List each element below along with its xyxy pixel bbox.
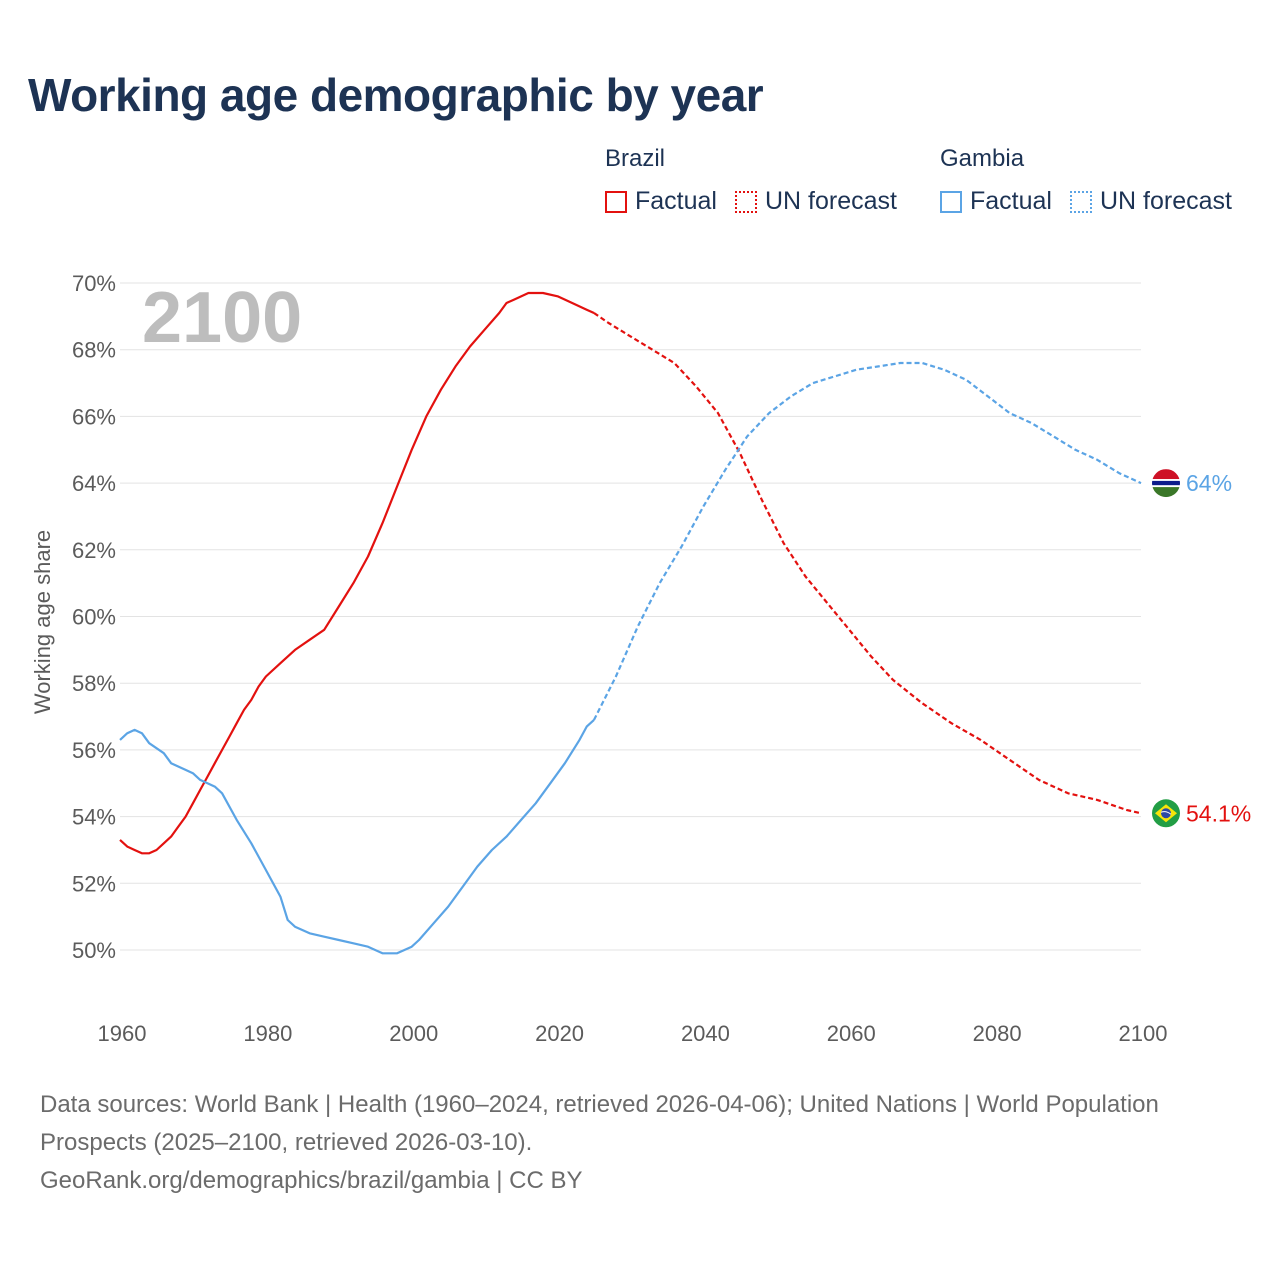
y-axis-label: Working age share: [30, 530, 55, 714]
legend-item-gambia-forecast[interactable]: UN forecast: [1069, 187, 1232, 216]
y-tick-label: 62%: [72, 538, 116, 563]
x-tick-label: 1980: [243, 1021, 292, 1046]
legend-swatch-brazil-forecast: [734, 190, 757, 213]
brazil-end-value-label: 54.1%: [1186, 800, 1251, 826]
y-tick-label: 64%: [72, 471, 116, 496]
y-tick-label: 54%: [72, 805, 116, 830]
x-tick-label: 2040: [681, 1021, 730, 1046]
gambia-flag-icon: [1152, 469, 1180, 498]
line-chart: 50%52%54%56%58%60%62%64%66%68%70% 1960 19…: [30, 271, 1251, 1046]
legend-item-gambia-factual[interactable]: Factual: [940, 187, 1052, 216]
y-tick-label: 60%: [72, 605, 116, 630]
y-tick-label: 52%: [72, 871, 116, 896]
footer-sources: Data sources: World Bank | Health (1960–…: [40, 1086, 1160, 1200]
y-tick-label: 56%: [72, 738, 116, 763]
footer-attribution[interactable]: GeoRank.org/demographics/brazil/gambia |…: [40, 1167, 583, 1194]
legend-group-title-gambia: Gambia: [940, 145, 1025, 172]
series-lines: [119, 291, 1142, 955]
y-axis-ticks: 50% 52% 54% 56% 58% 60% 62% 64% 66% 68% 70%: [72, 271, 116, 963]
brazil-forecast-line[interactable]: [593, 312, 1142, 815]
x-tick-label: 2020: [535, 1021, 584, 1046]
legend-item-brazil-forecast[interactable]: UN forecast: [734, 187, 897, 216]
legend-group-gambia: Gambia Factual UN forecast: [940, 145, 1232, 216]
y-tick-label: 50%: [72, 938, 116, 963]
legend-swatch-gambia-forecast: [1069, 190, 1092, 213]
legend-item-brazil-factual[interactable]: Factual: [605, 187, 717, 216]
footer-source-text: Data sources: World Bank | Health (1960–…: [40, 1091, 1159, 1156]
legend-label-brazil-factual: Factual: [635, 187, 717, 215]
brazil-factual-line[interactable]: [119, 291, 595, 855]
chart-title: Working age demographic by year: [28, 69, 764, 121]
legend-swatch-brazil-factual: [605, 190, 627, 213]
y-tick-label: 58%: [72, 671, 116, 696]
x-tick-label: 2100: [1119, 1021, 1168, 1046]
year-overlay: 2100: [142, 278, 303, 358]
gambia-factual-line[interactable]: [119, 719, 595, 955]
y-tick-label: 66%: [72, 404, 116, 429]
legend-group-brazil: Brazil Factual UN forecast: [605, 145, 897, 216]
legend-swatch-gambia-factual: [940, 190, 962, 213]
gambia-end-value-label: 64%: [1186, 470, 1232, 496]
x-tick-label: 2080: [973, 1021, 1022, 1046]
x-tick-label: 2060: [827, 1021, 876, 1046]
legend-label-gambia-factual: Factual: [970, 187, 1052, 215]
gambia-forecast-line[interactable]: [593, 361, 1142, 721]
y-tick-label: 70%: [72, 271, 116, 296]
legend-label-brazil-forecast: UN forecast: [764, 187, 897, 215]
y-tick-label: 68%: [72, 338, 116, 363]
grid-lines: [120, 282, 1141, 951]
x-tick-label: 2000: [389, 1021, 438, 1046]
legend-label-gambia-forecast: UN forecast: [1099, 187, 1232, 215]
brazil-flag-icon: [1152, 799, 1180, 828]
x-axis-ticks: 1960 1980 2000 2020 2040 2060 2080 2100: [98, 1021, 1168, 1046]
legend-group-title-brazil: Brazil: [605, 145, 666, 172]
x-tick-label: 1960: [98, 1021, 147, 1046]
